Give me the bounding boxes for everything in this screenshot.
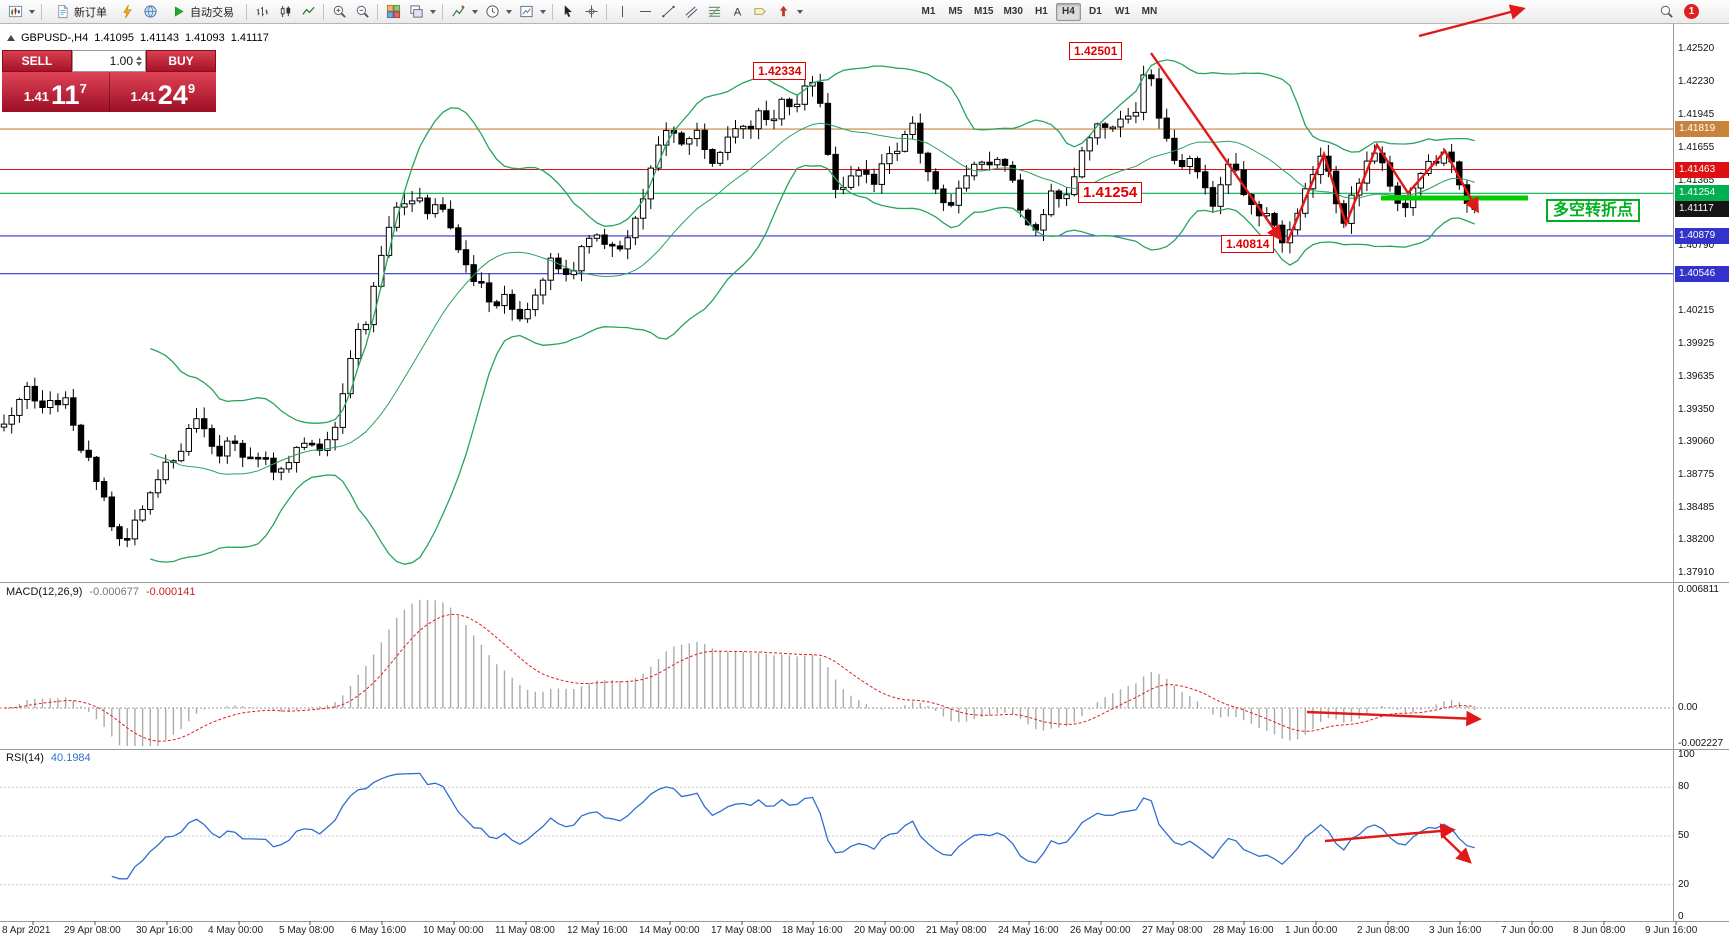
annotation-note: 多空转折点 <box>1546 199 1641 222</box>
autotrading-label: 自动交易 <box>190 6 234 19</box>
toolbar-separator <box>246 3 247 20</box>
buy-button[interactable]: BUY <box>146 50 216 72</box>
rsi-name: RSI(14) <box>6 752 44 764</box>
buy-price-sup: 9 <box>187 81 196 96</box>
volume-stepper[interactable] <box>136 56 142 66</box>
sell-price-big: 11 <box>51 80 80 110</box>
bar-chart-icon[interactable] <box>251 2 273 22</box>
collapse-panel-icon[interactable] <box>7 35 15 41</box>
timeframe-h1[interactable]: H1 <box>1035 6 1048 17</box>
toolbar-separator <box>442 3 443 20</box>
market-watch-icon[interactable] <box>139 2 161 22</box>
indicators-icon[interactable] <box>447 2 469 22</box>
metaeditor-icon[interactable] <box>116 2 138 22</box>
volume-input[interactable]: 1.00 <box>72 50 146 72</box>
tile-windows-icon[interactable] <box>382 2 404 22</box>
arrows-dropdown-icon[interactable] <box>797 9 803 14</box>
ohlc-low: 1.41093 <box>184 32 225 44</box>
fibonacci-tool-icon[interactable] <box>703 2 725 22</box>
buy-price-prefix: 1.41 <box>130 89 156 104</box>
sell-price-sup: 7 <box>79 81 87 96</box>
symbol-name: GBPUSD-,H4 <box>21 32 89 44</box>
buy-price[interactable]: 1.41 24 9 <box>108 72 217 112</box>
trendline-tool-icon[interactable] <box>657 2 679 22</box>
crosshair-tool-icon[interactable] <box>580 2 602 22</box>
toolbar-separator <box>552 3 553 20</box>
timeframe-m30[interactable]: M30 <box>1003 6 1023 17</box>
toolbar-separator <box>323 3 324 20</box>
ohlc-open: 1.41095 <box>94 32 135 44</box>
windows-dropdown-icon[interactable] <box>430 9 436 14</box>
new-order-button[interactable]: 新订单 <box>46 2 115 22</box>
horizontal-line-tool-icon[interactable] <box>634 2 656 22</box>
cursor-tool-icon[interactable] <box>557 2 579 22</box>
ohlc-high: 1.41143 <box>140 32 179 44</box>
new-order-icon <box>54 4 70 20</box>
macd-name: MACD(12,26,9) <box>6 586 83 598</box>
timeframe-m1[interactable]: M1 <box>921 6 936 17</box>
timeframe-mn[interactable]: MN <box>1141 6 1158 17</box>
autotrading-play-icon <box>170 4 186 20</box>
rsi-value: 40.1984 <box>50 752 91 764</box>
macd-indicator-label: MACD(12,26,9) -0.000677 -0.000141 <box>6 586 196 598</box>
sell-button[interactable]: SELL <box>2 50 72 72</box>
svg-text:A: A <box>733 7 741 19</box>
macd-signal-value: -0.000141 <box>145 586 196 598</box>
one-click-trading-panel: SELL 1.00 BUY 1.41 11 7 1.41 24 9 <box>2 50 216 112</box>
line-chart-icon[interactable] <box>297 2 319 22</box>
toolbar-separator <box>41 3 42 20</box>
rsi-indicator-label: RSI(14) 40.1984 <box>6 752 91 764</box>
bid-ask-display: 1.41 11 7 1.41 24 9 <box>2 72 216 112</box>
search-icon[interactable] <box>1655 2 1677 22</box>
sell-price[interactable]: 1.41 11 7 <box>2 72 109 112</box>
toolbar-separator <box>606 3 607 20</box>
zoom-in-icon[interactable] <box>328 2 350 22</box>
vertical-line-tool-icon[interactable] <box>611 2 633 22</box>
timeframe-m5[interactable]: M5 <box>948 6 963 17</box>
arrows-tool-icon[interactable] <box>772 2 794 22</box>
main-toolbar: 新订单 自动交易 A <box>0 0 1729 24</box>
cascade-windows-icon[interactable] <box>405 2 427 22</box>
timeframe-h4[interactable]: H4 <box>1055 2 1081 21</box>
notification-badge[interactable]: 1 <box>1684 4 1699 19</box>
autotrading-button[interactable]: 自动交易 <box>162 2 242 22</box>
candlestick-chart-icon[interactable] <box>274 2 296 22</box>
templates-icon[interactable] <box>515 2 537 22</box>
new-chart-dropdown-icon[interactable] <box>29 9 35 14</box>
text-tool-icon[interactable]: A <box>726 2 748 22</box>
macd-main-value: -0.000677 <box>89 586 139 598</box>
ohlc-close: 1.41117 <box>230 32 269 44</box>
channel-tool-icon[interactable] <box>680 2 702 22</box>
indicators-dropdown-icon[interactable] <box>472 9 478 14</box>
timeframe-d1[interactable]: D1 <box>1089 6 1102 17</box>
timeframe-m15[interactable]: M15 <box>974 6 994 17</box>
sell-price-prefix: 1.41 <box>23 89 50 104</box>
periods-icon[interactable] <box>481 2 503 22</box>
new-order-label: 新订单 <box>74 6 107 19</box>
zoom-out-icon[interactable] <box>351 2 373 22</box>
volume-value: 1.00 <box>109 54 133 68</box>
periods-dropdown-icon[interactable] <box>506 9 512 14</box>
toolbar-right-group: 1 <box>1655 2 1699 22</box>
templates-dropdown-icon[interactable] <box>540 9 546 14</box>
timeframe-group: M1 M5 M15 M30 H1 H4 D1 W1 MN <box>916 2 1162 21</box>
label-tool-icon[interactable] <box>749 2 771 22</box>
toolbar-separator <box>377 3 378 20</box>
buy-price-big: 24 <box>157 80 188 110</box>
new-chart-icon[interactable] <box>4 2 26 22</box>
timeframe-w1[interactable]: W1 <box>1114 6 1130 17</box>
symbol-ohlc-line: GBPUSD-,H4 1.41095 1.41143 1.41093 1.411… <box>7 32 269 44</box>
